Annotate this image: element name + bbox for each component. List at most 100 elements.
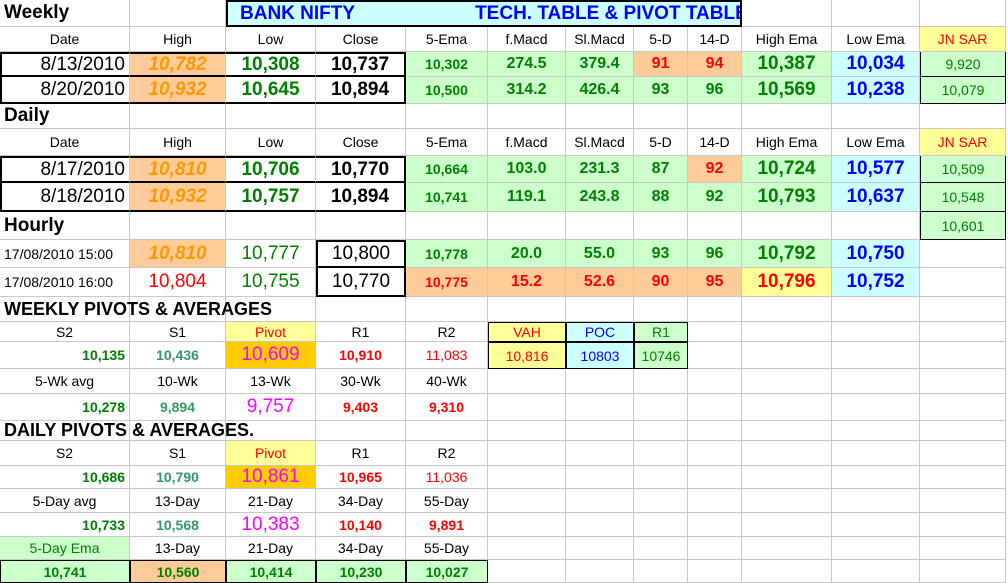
- weekly-avg-value-0[interactable]: 10,278: [0, 394, 130, 421]
- empty-cell[interactable]: [406, 212, 488, 240]
- daily-fmacd[interactable]: 103.0: [488, 156, 566, 183]
- weekly-jn-sar[interactable]: 9,920: [920, 52, 1006, 77]
- empty-cell[interactable]: [566, 104, 634, 129]
- weekly-header-9[interactable]: High Ema: [742, 27, 832, 52]
- empty-cell[interactable]: [832, 394, 920, 421]
- weekly-pivot-header-3[interactable]: R1: [316, 322, 406, 342]
- daily-close[interactable]: 10,770: [316, 156, 406, 183]
- daily-header-10[interactable]: Low Ema: [832, 129, 920, 156]
- empty-cell[interactable]: [920, 369, 1006, 394]
- empty-cell[interactable]: [920, 342, 1006, 369]
- empty-cell[interactable]: [832, 466, 920, 489]
- weekly-avg-value-4[interactable]: 9,310: [406, 394, 488, 421]
- empty-cell[interactable]: [566, 560, 634, 583]
- daily-5ema[interactable]: 10,664: [406, 156, 488, 183]
- weekly-avg-value-1[interactable]: 9,894: [130, 394, 226, 421]
- volume-profile-header-0[interactable]: VAH: [488, 322, 566, 342]
- weekly-5ema[interactable]: 10,302: [406, 52, 488, 77]
- daily-pivot-header-2[interactable]: Pivot: [226, 441, 316, 466]
- empty-cell[interactable]: [832, 342, 920, 369]
- empty-cell[interactable]: [920, 441, 1006, 466]
- weekly-pivot-value-1[interactable]: 10,436: [130, 342, 226, 369]
- daily-avg-header-2[interactable]: 21-Day: [226, 489, 316, 513]
- daily-avg-value-4[interactable]: 9,891: [406, 513, 488, 537]
- weekly-date[interactable]: 8/13/2010: [0, 52, 130, 77]
- empty-cell[interactable]: [634, 212, 688, 240]
- empty-cell[interactable]: [742, 560, 832, 583]
- weekly-pivot-header-4[interactable]: R2: [406, 322, 488, 342]
- daily-5d[interactable]: 87: [634, 156, 688, 183]
- empty-cell[interactable]: [566, 394, 634, 421]
- weekly-avg-header-1[interactable]: 10-Wk: [130, 369, 226, 394]
- weekly-high-ema[interactable]: 10,569: [742, 77, 832, 104]
- daily-jn-sar[interactable]: 10,548: [920, 183, 1006, 212]
- empty-cell[interactable]: [634, 513, 688, 537]
- empty-cell[interactable]: [566, 297, 634, 322]
- hourly-14d[interactable]: 96: [688, 240, 742, 268]
- empty-cell[interactable]: [832, 212, 920, 240]
- daily-jn-sar[interactable]: 10,509: [920, 156, 1006, 183]
- empty-cell[interactable]: [920, 268, 1006, 297]
- empty-cell[interactable]: [566, 441, 634, 466]
- hourly-low[interactable]: 10,777: [226, 240, 316, 268]
- empty-cell[interactable]: [566, 369, 634, 394]
- empty-cell[interactable]: [688, 513, 742, 537]
- weekly-header-1[interactable]: High: [130, 27, 226, 52]
- weekly-header-11[interactable]: JN SAR: [920, 27, 1006, 52]
- volume-profile-value-2[interactable]: 10746: [634, 342, 688, 369]
- empty-cell[interactable]: [488, 513, 566, 537]
- hourly-high[interactable]: 10,804: [130, 268, 226, 297]
- weekly-section-label[interactable]: Weekly: [0, 0, 130, 27]
- daily-5d[interactable]: 88: [634, 183, 688, 212]
- daily-date[interactable]: 8/17/2010: [0, 156, 130, 183]
- empty-cell[interactable]: [742, 513, 832, 537]
- daily-avg-header-3[interactable]: 34-Day: [316, 489, 406, 513]
- weekly-low-ema[interactable]: 10,034: [832, 52, 920, 77]
- empty-cell[interactable]: [566, 466, 634, 489]
- empty-cell[interactable]: [920, 421, 1006, 441]
- weekly-fmacd[interactable]: 274.5: [488, 52, 566, 77]
- weekly-slmacd[interactable]: 426.4: [566, 77, 634, 104]
- daily-high[interactable]: 10,932: [130, 183, 226, 212]
- hourly-5d[interactable]: 90: [634, 268, 688, 297]
- empty-cell[interactable]: [634, 394, 688, 421]
- daily-pivot-header-0[interactable]: S2: [0, 441, 130, 466]
- empty-cell[interactable]: [316, 212, 406, 240]
- empty-cell[interactable]: [920, 560, 1006, 583]
- daily-header-7[interactable]: 5-D: [634, 129, 688, 156]
- empty-cell[interactable]: [566, 489, 634, 513]
- empty-cell[interactable]: [832, 560, 920, 583]
- empty-cell[interactable]: [566, 421, 634, 441]
- empty-cell[interactable]: [688, 560, 742, 583]
- empty-cell[interactable]: [634, 560, 688, 583]
- volume-profile-header-1[interactable]: POC: [566, 322, 634, 342]
- hourly-date[interactable]: 17/08/2010 15:00: [0, 240, 130, 268]
- weekly-avg-header-3[interactable]: 30-Wk: [316, 369, 406, 394]
- weekly-5d[interactable]: 91: [634, 52, 688, 77]
- empty-cell[interactable]: [634, 369, 688, 394]
- daily-pivot-header-1[interactable]: S1: [130, 441, 226, 466]
- empty-cell[interactable]: [742, 0, 832, 27]
- weekly-5ema[interactable]: 10,500: [406, 77, 488, 104]
- daily-header-5[interactable]: f.Macd: [488, 129, 566, 156]
- weekly-5d[interactable]: 93: [634, 77, 688, 104]
- empty-cell[interactable]: [488, 441, 566, 466]
- empty-cell[interactable]: [488, 212, 566, 240]
- daily-avg-header-4[interactable]: 55-Day: [406, 489, 488, 513]
- empty-cell[interactable]: [634, 537, 688, 560]
- empty-cell[interactable]: [920, 104, 1006, 129]
- empty-cell[interactable]: [634, 104, 688, 129]
- empty-cell[interactable]: [488, 297, 566, 322]
- empty-cell[interactable]: [688, 104, 742, 129]
- empty-cell[interactable]: [832, 0, 920, 27]
- hourly-low-ema[interactable]: 10,750: [832, 240, 920, 268]
- empty-cell[interactable]: [742, 104, 832, 129]
- daily-slmacd[interactable]: 231.3: [566, 156, 634, 183]
- daily-high[interactable]: 10,810: [130, 156, 226, 183]
- daily-slmacd[interactable]: 243.8: [566, 183, 634, 212]
- empty-cell[interactable]: [832, 489, 920, 513]
- empty-cell[interactable]: [742, 441, 832, 466]
- daily-header-3[interactable]: Close: [316, 129, 406, 156]
- daily-avg-header-1[interactable]: 13-Day: [130, 489, 226, 513]
- empty-cell[interactable]: [688, 394, 742, 421]
